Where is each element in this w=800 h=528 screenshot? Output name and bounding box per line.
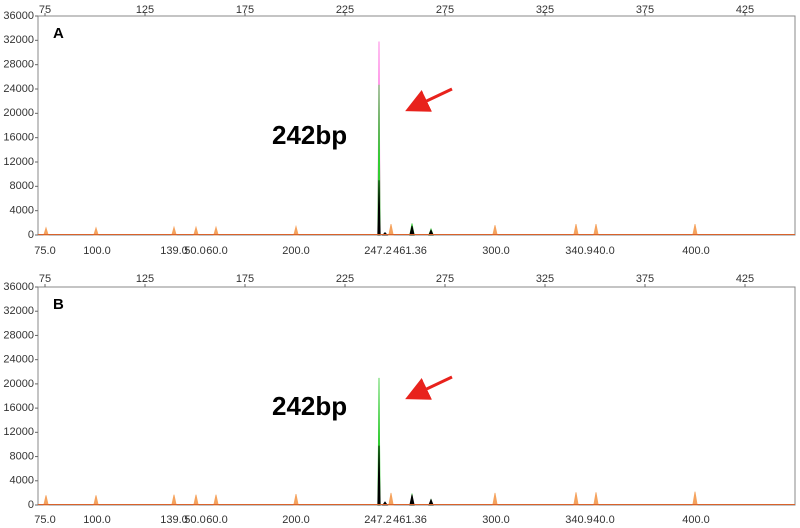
size-label: 75.0 <box>34 245 55 257</box>
x-tick-label: 325 <box>536 4 554 16</box>
y-tick-label: 12000 <box>3 156 34 168</box>
size-label: 200.0 <box>282 245 310 257</box>
y-tick-label: 32000 <box>3 34 34 46</box>
y-tick-label: 12000 <box>3 426 34 438</box>
y-tick-label: 16000 <box>3 402 34 414</box>
x-tick-label: 75 <box>39 273 51 285</box>
size-label: 340.9 <box>565 245 593 257</box>
size-label: 400.0 <box>682 245 710 257</box>
y-tick-label: 32000 <box>3 305 34 317</box>
peak-annotation: 242bp <box>272 391 347 421</box>
x-tick-label: 275 <box>436 4 454 16</box>
size-label: 300.0 <box>482 245 510 257</box>
plot-frame <box>37 286 796 506</box>
size-label: 400.0 <box>682 514 710 526</box>
x-tick-label: 275 <box>436 273 454 285</box>
peak <box>492 492 498 506</box>
size-label: 139.0 <box>160 245 188 257</box>
y-tick-label: 0 <box>28 229 34 241</box>
size-label: 461.36 <box>393 245 427 257</box>
peak <box>388 492 394 506</box>
size-label: 247.2 <box>364 514 392 526</box>
x-tick-label: 375 <box>636 4 654 16</box>
x-tick-label: 375 <box>636 273 654 285</box>
y-tick-label: 4000 <box>10 205 34 217</box>
size-label: 40.0 <box>593 514 614 526</box>
y-tick-label: 36000 <box>3 10 34 22</box>
peak <box>573 492 579 506</box>
peak <box>593 492 599 506</box>
x-tick-label: 175 <box>236 273 254 285</box>
x-tick-label: 425 <box>736 4 754 16</box>
panel-label: B <box>53 296 64 313</box>
size-label: 50.0 <box>184 514 205 526</box>
peak <box>193 494 199 506</box>
size-label: 247.2 <box>364 245 392 257</box>
peak <box>93 495 99 506</box>
x-tick-label: 175 <box>236 4 254 16</box>
peak <box>573 223 579 236</box>
peak <box>213 494 219 506</box>
size-label: 461.36 <box>393 514 427 526</box>
peak <box>293 494 299 506</box>
peak <box>171 225 177 236</box>
x-tick-label: 125 <box>136 273 154 285</box>
peak <box>293 224 299 236</box>
peak <box>409 494 415 506</box>
size-label: 300.0 <box>482 514 510 526</box>
size-label: 340.9 <box>565 514 593 526</box>
size-label: 50.0 <box>184 245 205 257</box>
size-label: 139.0 <box>160 514 188 526</box>
peak <box>43 495 49 506</box>
size-label: 60.0 <box>206 514 227 526</box>
size-label: 100.0 <box>83 514 111 526</box>
y-tick-label: 24000 <box>3 354 34 366</box>
y-tick-label: 0 <box>28 499 34 511</box>
x-tick-label: 325 <box>536 273 554 285</box>
peak <box>193 225 199 236</box>
y-tick-label: 8000 <box>10 180 34 192</box>
arrow <box>405 375 453 400</box>
x-tick-label: 225 <box>336 273 354 285</box>
peak <box>593 223 599 236</box>
y-tick-label: 20000 <box>3 378 34 390</box>
peak <box>43 226 49 236</box>
peak <box>388 223 394 236</box>
x-tick-label: 75 <box>39 4 51 16</box>
x-tick-label: 425 <box>736 273 754 285</box>
panel-label: A <box>53 25 64 42</box>
peak <box>692 223 698 236</box>
y-tick-label: 28000 <box>3 59 34 71</box>
size-label: 200.0 <box>282 514 310 526</box>
y-tick-label: 36000 <box>3 281 34 293</box>
x-tick-label: 125 <box>136 4 154 16</box>
y-tick-label: 28000 <box>3 329 34 341</box>
peak <box>492 225 498 236</box>
size-label: 75.0 <box>34 514 55 526</box>
peak <box>213 225 219 236</box>
y-tick-label: 4000 <box>10 475 34 487</box>
size-label: 100.0 <box>83 245 111 257</box>
x-tick-label: 225 <box>336 4 354 16</box>
arrow <box>405 87 453 112</box>
peak <box>692 491 698 506</box>
plot-frame <box>37 15 796 236</box>
y-tick-label: 24000 <box>3 83 34 95</box>
peak <box>93 226 99 236</box>
size-label: 60.0 <box>206 245 227 257</box>
size-label: 40.0 <box>593 245 614 257</box>
y-tick-label: 16000 <box>3 132 34 144</box>
y-tick-label: 20000 <box>3 107 34 119</box>
y-tick-label: 8000 <box>10 450 34 462</box>
peak-annotation: 242bp <box>272 120 347 150</box>
peak <box>171 494 177 506</box>
